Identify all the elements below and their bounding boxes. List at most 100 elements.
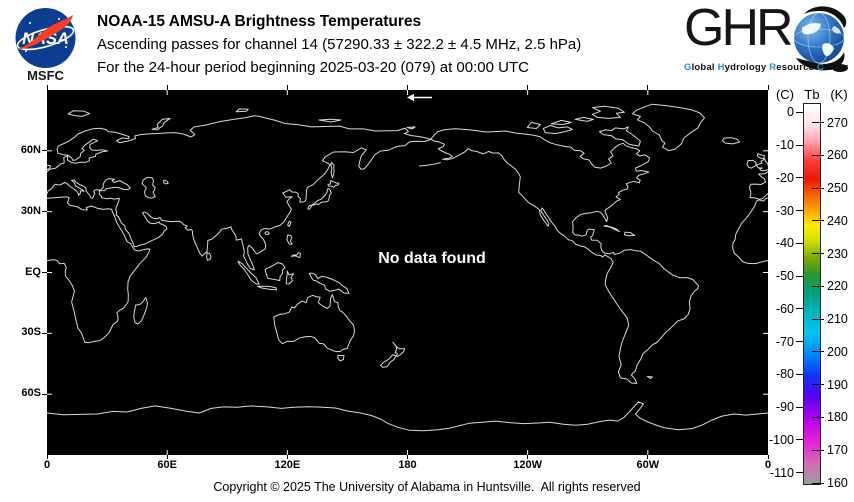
coastline — [623, 231, 636, 237]
coastline — [307, 188, 332, 210]
celsius-tick-mark — [796, 144, 803, 146]
coastline — [748, 171, 768, 200]
ghrc-tagline-word: enter — [824, 62, 849, 73]
kelvin-tick-mark — [812, 220, 824, 222]
coastline — [392, 341, 406, 357]
kelvin-tick-label: 160 — [827, 476, 848, 490]
coastline — [722, 137, 741, 145]
celsius-tick-mark — [796, 373, 803, 375]
coastline — [631, 103, 705, 152]
coastline — [603, 225, 620, 232]
coastline — [206, 252, 212, 261]
kelvin-tick-mark — [812, 351, 824, 353]
coastline — [419, 162, 441, 167]
coastline — [591, 105, 625, 119]
kelvin-tick-mark — [812, 482, 824, 484]
celsius-tick-label: -30 — [775, 203, 794, 218]
kelvin-tick-mark — [812, 416, 824, 418]
msfc-label: MSFC — [27, 68, 64, 83]
lat-axis-label: 60S — [21, 387, 41, 400]
lon-axis-label: 120W — [513, 459, 543, 471]
coastline — [141, 177, 156, 199]
celsius-tick-label: -90 — [775, 400, 794, 415]
kelvin-tick-label: 260 — [827, 148, 848, 163]
title-block: NOAA-15 AMSU-A Brightness Temperatures A… — [97, 10, 581, 79]
left-arrow-icon — [407, 93, 432, 102]
celsius-tick-label: 0 — [787, 105, 794, 120]
celsius-tick-mark — [796, 275, 803, 277]
celsius-tick-mark — [796, 210, 803, 212]
ghrc-globe-icon — [793, 6, 848, 72]
coastline — [47, 196, 151, 344]
kelvin-tick-label: 230 — [827, 246, 848, 261]
coastline — [746, 159, 757, 169]
celsius-tick-mark — [796, 406, 803, 408]
kelvin-tick-label: 170 — [827, 443, 848, 458]
celsius-tick-mark — [796, 341, 803, 343]
lat-tick-mark — [42, 211, 47, 213]
lat-tick-mark — [42, 272, 47, 273]
coastline — [337, 354, 345, 362]
subtitle-period: For the 24-hour period beginning 2025-03… — [97, 59, 529, 76]
celsius-tick-label: -40 — [775, 236, 794, 251]
lat-tick-mark — [42, 150, 47, 152]
lon-tick-mark-top — [647, 85, 649, 90]
celsius-tick-mark — [796, 177, 803, 179]
celsius-tick-mark — [796, 111, 803, 113]
ghrc-tagline-word-initial: G — [684, 62, 692, 73]
coastline — [574, 116, 594, 122]
ghrc-logo: GHR Global Hydrology Resource Center — [682, 0, 852, 78]
lon-tick-mark-bottom — [767, 455, 769, 459]
lon-tick-mark-top — [767, 85, 769, 90]
coastline — [291, 252, 301, 259]
no-data-label: No data found — [378, 250, 486, 267]
ghrc-tagline-word-initial: R — [769, 62, 777, 73]
celsius-tick-label: -20 — [775, 170, 794, 185]
kelvin-tick-label: 190 — [827, 377, 848, 392]
coastline — [285, 270, 295, 285]
celsius-tick-mark — [796, 242, 803, 244]
kelvin-tick-label: 270 — [827, 115, 848, 130]
lon-tick-mark-bottom — [647, 455, 649, 459]
lon-axis-label: 0 — [43, 459, 51, 471]
celsius-tick-label: -10 — [775, 138, 794, 153]
celsius-tick-label: -80 — [775, 367, 794, 382]
coastline — [47, 164, 51, 171]
celsius-tick-mark — [796, 308, 803, 310]
coastline — [598, 126, 641, 147]
coastline — [755, 153, 768, 172]
lat-axis-label: EQ — [25, 265, 41, 278]
kelvin-tick-mark — [812, 154, 824, 156]
coastline — [526, 121, 541, 129]
lat-tick-mark — [42, 332, 47, 334]
coastline — [406, 126, 416, 130]
lat-axis-label: 30N — [20, 204, 41, 217]
nasa-logo-icon: NASA — [15, 8, 76, 68]
lon-tick-mark-bottom — [286, 455, 288, 459]
lon-axis-label: 120E — [274, 459, 301, 471]
kelvin-tick-mark — [812, 318, 824, 320]
lon-tick-mark-top — [527, 85, 529, 90]
kelvin-tick-label: 240 — [827, 213, 848, 228]
ghrc-acronym-text: GHR — [684, 0, 794, 57]
coastline — [273, 294, 356, 353]
coastline — [151, 117, 171, 131]
colorbar-quantity-label: Tb — [804, 87, 820, 102]
lon-tick-mark-top — [407, 85, 408, 90]
coastline — [380, 354, 397, 368]
ghrc-tagline-word: ydrology — [724, 62, 770, 73]
coastline — [430, 128, 699, 384]
subtitle-channel: Ascending passes for channel 14 (57290.3… — [97, 36, 582, 53]
lat-axis-label: 60N — [20, 143, 41, 156]
coastline — [235, 108, 249, 113]
coastline — [47, 401, 768, 432]
celsius-tick-label: -50 — [775, 269, 794, 284]
kelvin-tick-mark — [812, 122, 824, 124]
lon-axis-label: 60W — [636, 459, 660, 471]
celsius-tick-label: -70 — [775, 334, 794, 349]
colorbar-gradient — [803, 103, 821, 485]
coastline — [287, 220, 292, 227]
ghrc-tagline-word-initial: C — [816, 62, 825, 73]
ghrc-tagline-word: lobal — [691, 62, 718, 73]
